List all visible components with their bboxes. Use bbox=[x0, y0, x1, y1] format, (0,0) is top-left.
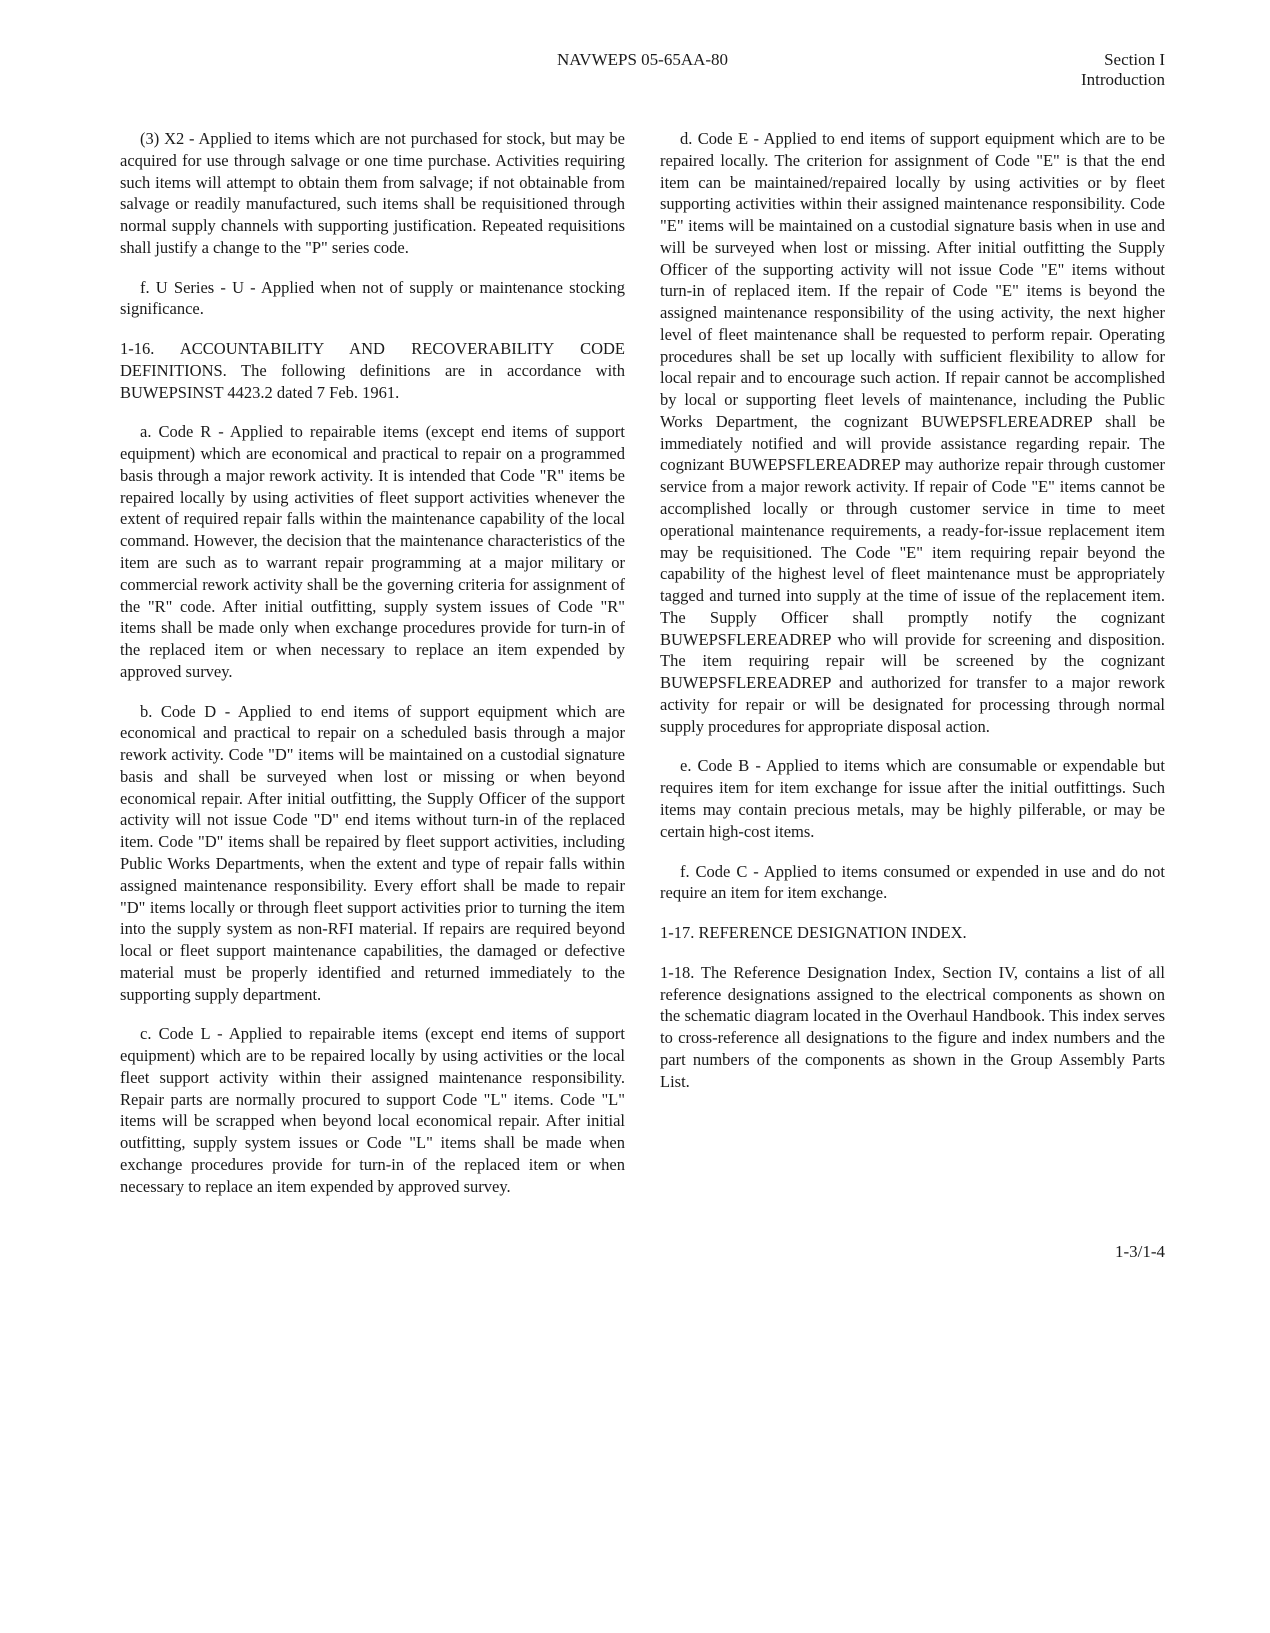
section-header: Section I Introduction bbox=[817, 50, 1165, 90]
section-1-17: 1-17. REFERENCE DESIGNATION INDEX. bbox=[660, 922, 1165, 944]
section-title: Introduction bbox=[817, 70, 1165, 90]
paragraph-code-l: c. Code L - Applied to repairable items … bbox=[120, 1023, 625, 1197]
section-number: Section I bbox=[817, 50, 1165, 70]
page-number: 1-3/1-4 bbox=[120, 1242, 1165, 1262]
paragraph-u-series: f. U Series - U - Applied when not of su… bbox=[120, 277, 625, 321]
header-left bbox=[120, 50, 468, 90]
page-header: NAVWEPS 05-65AA-80 Section I Introductio… bbox=[120, 50, 1165, 90]
paragraph-code-b: e. Code B - Applied to items which are c… bbox=[660, 755, 1165, 842]
paragraph-x2: (3) X2 - Applied to items which are not … bbox=[120, 128, 625, 259]
paragraph-code-r: a. Code R - Applied to repairable items … bbox=[120, 421, 625, 682]
paragraph-code-d: b. Code D - Applied to end items of supp… bbox=[120, 701, 625, 1006]
section-1-16: 1-16. ACCOUNTABILITY AND RECOVERABILITY … bbox=[120, 338, 625, 403]
paragraph-code-e: d. Code E - Applied to end items of supp… bbox=[660, 128, 1165, 737]
document-id: NAVWEPS 05-65AA-80 bbox=[468, 50, 816, 90]
section-1-18: 1-18. The Reference Designation Index, S… bbox=[660, 962, 1165, 1093]
paragraph-code-c: f. Code C - Applied to items consumed or… bbox=[660, 861, 1165, 905]
document-body: (3) X2 - Applied to items which are not … bbox=[120, 128, 1165, 1197]
